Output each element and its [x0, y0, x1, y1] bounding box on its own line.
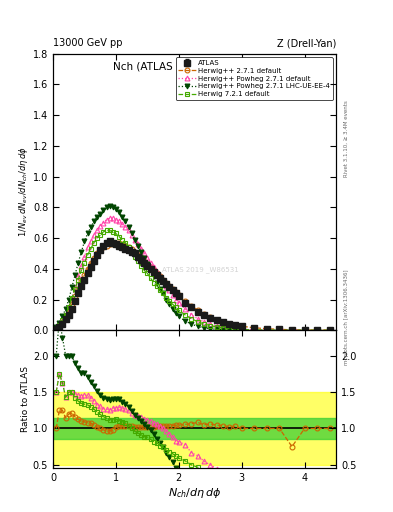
Herwig++ Powheg 2.7.1 LHC-UE-EE-4 [123, 218, 128, 224]
Herwig++ 2.7.1 default [183, 298, 187, 304]
Herwig++ Powheg 2.7.1 LHC-UE-EE-4 [98, 210, 103, 217]
Herwig++ Powheg 2.7.1 LHC-UE-EE-4 [95, 214, 99, 220]
Herwig 7.2.1 default [63, 312, 68, 318]
Herwig++ Powheg 2.7.1 LHC-UE-EE-4 [227, 327, 231, 333]
Herwig++ 2.7.1 default [63, 315, 68, 321]
Text: mcplots.cern.ch [arXiv:1306.3436]: mcplots.cern.ch [arXiv:1306.3436] [344, 270, 349, 365]
Line: Herwig++ Powheg 2.7.1 LHC-UE-EE-4: Herwig++ Powheg 2.7.1 LHC-UE-EE-4 [54, 203, 244, 332]
Herwig++ Powheg 2.7.1 default [107, 215, 112, 221]
Herwig++ Powheg 2.7.1 LHC-UE-EE-4 [79, 249, 84, 255]
Herwig++ Powheg 2.7.1 LHC-UE-EE-4 [167, 301, 172, 307]
Herwig++ Powheg 2.7.1 LHC-UE-EE-4 [101, 207, 106, 214]
Herwig++ Powheg 2.7.1 LHC-UE-EE-4 [54, 324, 59, 330]
Herwig 7.2.1 default [54, 325, 59, 331]
Herwig++ Powheg 2.7.1 LHC-UE-EE-4 [73, 272, 77, 278]
Herwig++ Powheg 2.7.1 default [290, 327, 294, 333]
Herwig++ Powheg 2.7.1 LHC-UE-EE-4 [136, 243, 140, 249]
Line: Herwig++ 2.7.1 default: Herwig++ 2.7.1 default [54, 240, 332, 332]
Herwig++ Powheg 2.7.1 default [85, 244, 90, 250]
Herwig++ Powheg 2.7.1 default [54, 325, 59, 331]
Herwig++ Powheg 2.7.1 LHC-UE-EE-4 [66, 296, 71, 303]
Y-axis label: $1/N_{ev}\, dN_{ev}/dN_{ch}/d\eta\, d\phi$: $1/N_{ev}\, dN_{ev}/dN_{ch}/d\eta\, d\ph… [17, 146, 30, 238]
Herwig++ 2.7.1 default [114, 240, 118, 246]
Herwig 7.2.1 default [60, 317, 65, 324]
Herwig++ Powheg 2.7.1 LHC-UE-EE-4 [142, 255, 147, 261]
Line: Herwig 7.2.1 default: Herwig 7.2.1 default [54, 228, 332, 333]
Herwig++ Powheg 2.7.1 LHC-UE-EE-4 [114, 206, 118, 212]
Herwig++ Powheg 2.7.1 LHC-UE-EE-4 [117, 209, 121, 215]
Herwig++ Powheg 2.7.1 LHC-UE-EE-4 [195, 324, 200, 330]
Herwig 7.2.1 default [327, 327, 332, 333]
Herwig++ Powheg 2.7.1 LHC-UE-EE-4 [104, 204, 109, 210]
Herwig 7.2.1 default [132, 253, 137, 260]
Herwig++ Powheg 2.7.1 LHC-UE-EE-4 [120, 214, 125, 220]
Herwig++ Powheg 2.7.1 LHC-UE-EE-4 [82, 238, 87, 244]
Text: 13000 GeV pp: 13000 GeV pp [53, 38, 123, 48]
Herwig++ Powheg 2.7.1 LHC-UE-EE-4 [220, 327, 225, 333]
Legend: ATLAS, Herwig++ 2.7.1 default, Herwig++ Powheg 2.7.1 default, Herwig++ Powheg 2.: ATLAS, Herwig++ 2.7.1 default, Herwig++ … [176, 57, 332, 100]
Herwig++ Powheg 2.7.1 LHC-UE-EE-4 [107, 203, 112, 209]
Herwig++ Powheg 2.7.1 LHC-UE-EE-4 [57, 319, 62, 326]
Text: ATLAS 2019 _W86531: ATLAS 2019 _W86531 [162, 266, 239, 273]
Herwig++ Powheg 2.7.1 default [239, 326, 244, 332]
Herwig++ Powheg 2.7.1 LHC-UE-EE-4 [208, 326, 213, 332]
Herwig++ Powheg 2.7.1 LHC-UE-EE-4 [176, 313, 181, 319]
Herwig++ Powheg 2.7.1 LHC-UE-EE-4 [92, 218, 96, 224]
Y-axis label: Ratio to ATLAS: Ratio to ATLAS [21, 367, 30, 432]
Line: Herwig++ Powheg 2.7.1 default: Herwig++ Powheg 2.7.1 default [54, 216, 307, 333]
Herwig 7.2.1 default [183, 312, 187, 318]
Herwig++ Powheg 2.7.1 LHC-UE-EE-4 [233, 327, 238, 333]
X-axis label: $N_{ch}/d\eta\, d\phi$: $N_{ch}/d\eta\, d\phi$ [168, 486, 221, 500]
Herwig++ Powheg 2.7.1 LHC-UE-EE-4 [239, 327, 244, 333]
Herwig 7.2.1 default [101, 229, 106, 235]
Herwig 7.2.1 default [104, 227, 109, 233]
Herwig++ Powheg 2.7.1 LHC-UE-EE-4 [202, 325, 206, 331]
Herwig++ Powheg 2.7.1 LHC-UE-EE-4 [173, 310, 178, 316]
Herwig++ Powheg 2.7.1 LHC-UE-EE-4 [76, 260, 81, 266]
Herwig++ Powheg 2.7.1 LHC-UE-EE-4 [158, 286, 162, 292]
Herwig++ Powheg 2.7.1 LHC-UE-EE-4 [60, 313, 65, 319]
Herwig++ Powheg 2.7.1 LHC-UE-EE-4 [214, 326, 219, 332]
Herwig++ Powheg 2.7.1 LHC-UE-EE-4 [161, 290, 165, 296]
Herwig++ 2.7.1 default [176, 292, 181, 298]
Herwig++ 2.7.1 default [60, 319, 65, 326]
Herwig++ Powheg 2.7.1 default [120, 221, 125, 227]
Herwig++ Powheg 2.7.1 LHC-UE-EE-4 [154, 280, 159, 286]
Herwig++ Powheg 2.7.1 LHC-UE-EE-4 [139, 249, 143, 255]
Herwig++ Powheg 2.7.1 LHC-UE-EE-4 [70, 284, 74, 290]
Herwig++ 2.7.1 default [101, 244, 106, 250]
Herwig++ Powheg 2.7.1 LHC-UE-EE-4 [148, 267, 153, 273]
Herwig++ Powheg 2.7.1 LHC-UE-EE-4 [164, 296, 169, 303]
Herwig++ Powheg 2.7.1 LHC-UE-EE-4 [170, 306, 175, 312]
Herwig++ 2.7.1 default [315, 327, 320, 333]
Text: Nch (ATLAS UE in Z production): Nch (ATLAS UE in Z production) [113, 62, 276, 72]
Herwig++ Powheg 2.7.1 default [302, 327, 307, 333]
Herwig++ Powheg 2.7.1 default [73, 284, 77, 290]
Herwig++ 2.7.1 default [54, 326, 59, 332]
Herwig++ Powheg 2.7.1 LHC-UE-EE-4 [63, 306, 68, 312]
Herwig++ Powheg 2.7.1 LHC-UE-EE-4 [129, 230, 134, 237]
Herwig++ Powheg 2.7.1 LHC-UE-EE-4 [88, 224, 93, 230]
Herwig 7.2.1 default [176, 307, 181, 313]
Herwig++ Powheg 2.7.1 LHC-UE-EE-4 [189, 321, 194, 327]
Herwig++ Powheg 2.7.1 LHC-UE-EE-4 [151, 273, 156, 280]
Herwig++ Powheg 2.7.1 default [95, 227, 99, 233]
Herwig++ Powheg 2.7.1 LHC-UE-EE-4 [145, 261, 150, 267]
Herwig++ Powheg 2.7.1 LHC-UE-EE-4 [183, 318, 187, 324]
Herwig++ Powheg 2.7.1 LHC-UE-EE-4 [126, 224, 131, 230]
Herwig++ Powheg 2.7.1 LHC-UE-EE-4 [132, 237, 137, 243]
Text: Z (Drell-Yan): Z (Drell-Yan) [277, 38, 336, 48]
Herwig++ 2.7.1 default [327, 327, 332, 333]
Herwig++ Powheg 2.7.1 LHC-UE-EE-4 [110, 204, 115, 210]
Text: Rivet 3.1.10, ≥ 3.4M events: Rivet 3.1.10, ≥ 3.4M events [344, 100, 349, 177]
Herwig++ Powheg 2.7.1 LHC-UE-EE-4 [85, 230, 90, 237]
Herwig++ 2.7.1 default [132, 249, 137, 255]
